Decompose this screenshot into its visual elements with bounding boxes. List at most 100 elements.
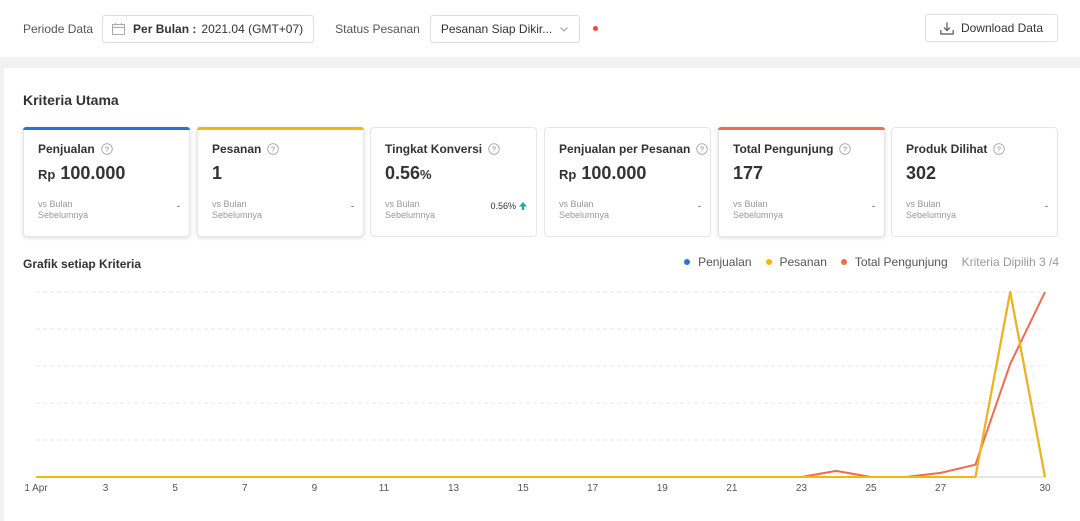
card-delta-value: - — [872, 201, 875, 211]
legend-item-0[interactable]: Penjualan — [684, 255, 752, 269]
card-title: Penjualan? — [38, 142, 113, 156]
period-picker[interactable]: Per Bulan : 2021.04 (GMT+07) — [102, 14, 315, 43]
chart-title: Grafik setiap Kriteria — [23, 257, 142, 271]
card-value-number: 177 — [733, 163, 764, 183]
help-icon[interactable]: ? — [696, 143, 709, 155]
metric-card-1[interactable]: Pesanan? 1 vs Bulan Sebelumnya - — [197, 127, 364, 237]
card-delta-value: - — [1045, 201, 1048, 211]
main-panel: Kriteria Utama Penjualan? Rp 100.000 vs Bu… — [4, 68, 1080, 521]
help-icon[interactable]: ? — [267, 143, 280, 155]
card-value-number: 302 — [906, 163, 937, 183]
metric-card-0[interactable]: Penjualan? Rp 100.000 vs Bulan Sebelumnya - — [23, 127, 190, 237]
period-mode: Per Bulan : — [133, 21, 197, 36]
card-value: Rp 100.000 — [38, 163, 125, 184]
x-tick-label: 21 — [726, 483, 738, 494]
card-compare-label: vs Bulan Sebelumnya — [559, 199, 610, 220]
svg-text:?: ? — [271, 145, 276, 154]
x-tick-label: 11 — [379, 483, 390, 494]
legend-dot — [684, 259, 691, 265]
help-icon[interactable]: ? — [839, 143, 852, 155]
card-accent-bar — [718, 127, 885, 130]
metric-card-4[interactable]: Total Pengunjung? 177 vs Bulan Sebelumnya - — [718, 127, 885, 237]
x-tick-label: 19 — [657, 483, 669, 494]
help-icon[interactable]: ? — [488, 143, 500, 155]
card-delta-value: - — [351, 201, 354, 211]
card-title: Produk Dilihat? — [906, 142, 1006, 156]
x-tick-label: 7 — [242, 483, 248, 494]
chart-legend: Penjualan Pesanan Total Pengunjung Kriteri… — [684, 255, 1059, 269]
metric-card-5[interactable]: Produk Dilihat? 302 vs Bulan Sebelumnya - — [891, 127, 1058, 237]
card-compare-label: vs Bulan Sebelumnya — [38, 199, 89, 220]
svg-text:?: ? — [492, 145, 497, 154]
legend-label: Pesanan — [779, 255, 827, 269]
legend-dot — [765, 259, 772, 265]
card-accent-bar — [197, 127, 364, 130]
x-tick-label: 3 — [103, 483, 109, 494]
x-tick-label: 23 — [796, 483, 808, 494]
card-accent-bar — [23, 127, 190, 130]
status-select[interactable]: Pesanan Siap Dikir... — [429, 14, 580, 43]
card-delta: - — [177, 201, 180, 211]
svg-text:?: ? — [843, 145, 848, 154]
card-title-text: Tingkat Konversi — [385, 142, 483, 156]
download-icon — [940, 22, 954, 35]
card-delta-value: 0.56% — [490, 201, 516, 211]
card-title-text: Total Pengunjung — [733, 142, 834, 156]
arrow-up-icon — [519, 202, 527, 210]
card-value: 302 — [906, 163, 936, 184]
legend-item-2[interactable]: Total Pengunjung — [840, 255, 948, 269]
chevron-down-icon — [560, 26, 568, 32]
card-title: Penjualan per Pesanan? — [559, 142, 709, 156]
card-delta: - — [1045, 201, 1048, 211]
card-title: Total Pengunjung? — [733, 142, 852, 156]
card-value: 1 — [212, 163, 222, 184]
card-compare-label: vs Bulan Sebelumnya — [212, 199, 263, 220]
card-value: Rp 100.000 — [559, 163, 646, 184]
criteria-line-chart: 1 Apr 3 5 7 9 11 13 15 17 19 21 23 25 27 30 — [24, 291, 1051, 494]
svg-text:?: ? — [997, 145, 1002, 154]
x-tick-label: 9 — [312, 483, 318, 494]
x-tick-label: 5 — [172, 483, 178, 494]
legend-item-1[interactable]: Pesanan — [765, 255, 827, 269]
x-tick-label: 27 — [935, 483, 947, 494]
svg-text:?: ? — [700, 145, 705, 154]
x-tick-label: 13 — [448, 483, 460, 494]
help-icon[interactable]: ? — [993, 143, 1006, 155]
series-line-total-pengunjung — [36, 291, 1046, 478]
required-dot — [592, 26, 598, 31]
x-tick-label: 15 — [518, 483, 530, 494]
card-value-number: 100.000 — [60, 163, 126, 183]
metric-card-2[interactable]: Tingkat Konversi? 0.56% vs Bulan Sebelumnya… — [370, 127, 537, 237]
card-value-number: 1 — [212, 163, 223, 183]
calendar-icon — [112, 22, 126, 35]
card-value-number: 100.000 — [581, 163, 647, 183]
x-tick-label: 30 — [1039, 483, 1051, 494]
help-icon[interactable]: ? — [100, 143, 113, 155]
card-value: 0.56% — [385, 163, 432, 184]
series-line-penjualan — [36, 291, 1046, 478]
download-data-button[interactable]: Download Data — [924, 14, 1058, 42]
download-label: Download Data — [960, 21, 1043, 35]
legend-dot — [840, 259, 847, 265]
card-title-text: Penjualan per Pesanan — [559, 142, 691, 156]
card-delta: - — [698, 201, 701, 211]
card-title: Tingkat Konversi? — [385, 142, 500, 156]
card-delta-value: - — [177, 201, 180, 211]
period-label: Periode Data — [23, 21, 94, 36]
card-title-text: Pesanan — [212, 142, 262, 156]
card-title-text: Penjualan — [38, 142, 95, 156]
card-delta: - — [872, 201, 875, 211]
card-compare-label: vs Bulan Sebelumnya — [906, 199, 957, 220]
x-tick-label: 17 — [587, 483, 599, 494]
card-delta-value: - — [698, 201, 701, 211]
section-title: Kriteria Utama — [23, 92, 119, 108]
filter-bar: Periode Data Per Bulan : 2021.04 (GMT+07… — [0, 0, 1080, 57]
card-compare-label: vs Bulan Sebelumnya — [733, 199, 784, 220]
status-value: Pesanan Siap Dikir... — [440, 21, 553, 36]
x-tick-label: 25 — [865, 483, 877, 494]
card-value-number: 0.56 — [385, 163, 421, 183]
metric-card-3[interactable]: Penjualan per Pesanan? Rp 100.000 vs Bulan… — [544, 127, 711, 237]
svg-text:?: ? — [104, 145, 109, 154]
card-title-text: Produk Dilihat — [906, 142, 988, 156]
status-label: Status Pesanan — [335, 21, 420, 36]
